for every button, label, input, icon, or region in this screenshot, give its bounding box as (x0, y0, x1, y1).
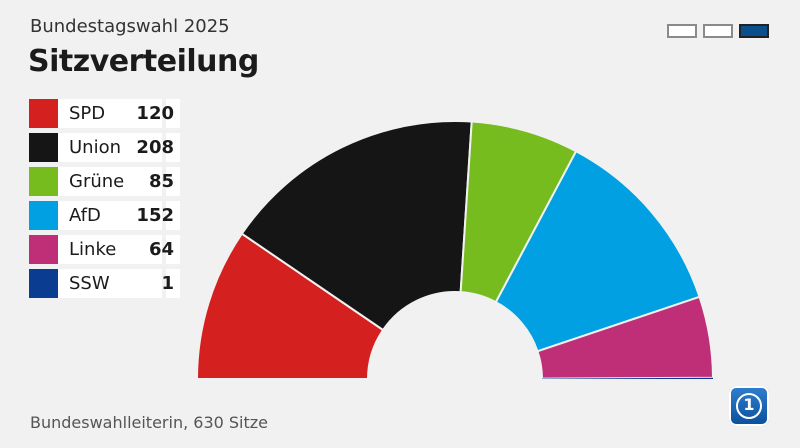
legend-label-gruene: Grüne (69, 171, 125, 192)
pager-dot-1[interactable] (667, 24, 697, 38)
seat-segment-afd (494, 149, 701, 353)
legend-value-ssw: 1 (161, 273, 174, 294)
legend-value-spd: 120 (136, 103, 174, 124)
seat-segment-linke (536, 295, 715, 380)
legend-label-union: Union (69, 137, 122, 158)
legend-swatch-afd (29, 201, 58, 230)
legend-item-ssw: SSW 1 (29, 269, 180, 298)
legend: SPD 120 Union 208 Grüne 85 AfD 152 Linke… (29, 99, 180, 303)
tagesschau-one-logo-icon: 1 (729, 386, 769, 426)
chart-title: Sitzverteilung (28, 44, 259, 79)
legend-value-union: 208 (136, 137, 174, 158)
seat-segment-ssw (541, 377, 713, 379)
pager-dot-3[interactable] (739, 24, 769, 38)
legend-value-afd: 152 (136, 205, 174, 226)
legend-label-spd: SPD (69, 103, 106, 124)
legend-label-ssw: SSW (69, 273, 110, 294)
pager-dot-2[interactable] (703, 24, 733, 38)
legend-value-linke: 64 (148, 239, 174, 260)
legend-swatch-gruene (29, 167, 58, 196)
legend-swatch-linke (29, 235, 58, 264)
legend-label-afd: AfD (69, 205, 101, 226)
seat-segment-spd (195, 232, 385, 380)
legend-item-spd: SPD 120 (29, 99, 180, 128)
legend-swatch-ssw (29, 269, 58, 298)
chart-supertitle: Bundestagswahl 2025 (30, 16, 230, 37)
legend-value-gruene: 85 (148, 171, 174, 192)
legend-swatch-union (29, 133, 58, 162)
legend-item-linke: Linke 64 (29, 235, 180, 264)
chart-pager (667, 24, 769, 38)
source-note: Bundeswahlleiterin, 630 Sitze (30, 413, 268, 432)
seat-segment-union (240, 120, 473, 332)
legend-item-afd: AfD 152 (29, 201, 180, 230)
legend-item-union: Union 208 (29, 133, 180, 162)
legend-swatch-spd (29, 99, 58, 128)
legend-item-gruene: Grüne 85 (29, 167, 180, 196)
legend-label-linke: Linke (69, 239, 117, 260)
